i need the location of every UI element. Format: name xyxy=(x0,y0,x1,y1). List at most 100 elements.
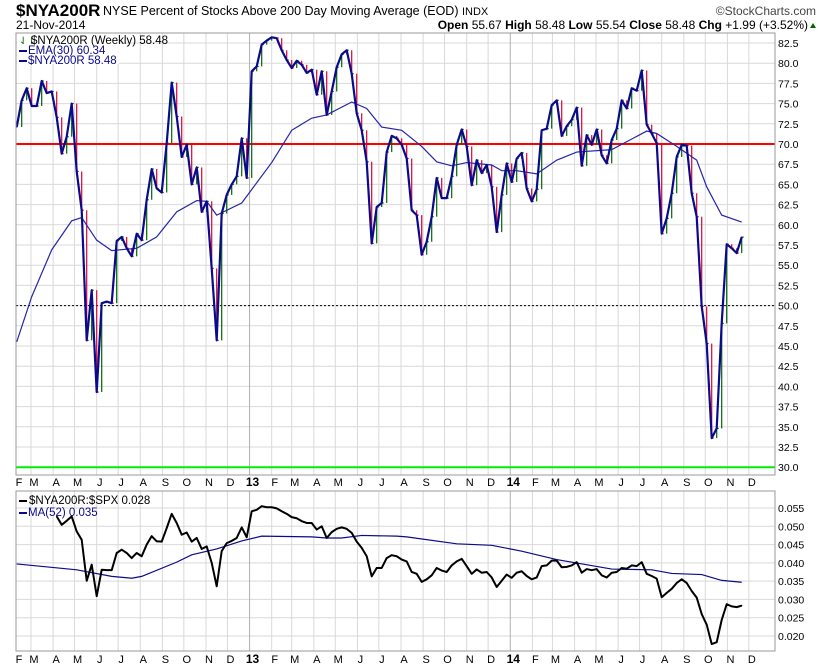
ratio-point xyxy=(351,532,353,534)
legend-ema: EMA(30) 60.34 xyxy=(28,45,106,57)
ratio-point xyxy=(141,555,143,557)
y-tick-label: 0.045 xyxy=(778,540,804,552)
x-tick-label: A xyxy=(52,477,60,489)
y-tick-label: 35.0 xyxy=(778,422,799,434)
low-label: Low xyxy=(568,18,593,32)
ratio-point xyxy=(556,560,558,562)
x-tick-label: F xyxy=(16,477,23,489)
x-tick-label: D xyxy=(487,477,495,489)
x-tick-label: M xyxy=(73,477,82,489)
close-point xyxy=(546,128,548,130)
close-point xyxy=(376,206,378,208)
ratio-point xyxy=(661,596,663,598)
y-tick-label: 0.050 xyxy=(778,521,804,533)
close-point xyxy=(216,339,218,341)
lower-legend: $NYA200R:$SPX 0.028 MA(52) 0.035 xyxy=(19,495,150,519)
ratio-point xyxy=(391,554,393,556)
close-point xyxy=(581,165,583,167)
ratio-point xyxy=(376,567,378,569)
ratio-point xyxy=(646,573,648,575)
y-tick-label: 47.5 xyxy=(778,321,799,333)
x-tick-label: A xyxy=(313,654,321,666)
close-point xyxy=(306,72,308,74)
ratio-point xyxy=(696,596,698,599)
close-point xyxy=(356,112,358,114)
close-point xyxy=(21,99,23,101)
close-point xyxy=(311,69,313,71)
x-tick-label: M xyxy=(594,477,603,489)
legend-close-swatch xyxy=(19,60,27,62)
close-point xyxy=(141,239,143,241)
x-tick-label: 13 xyxy=(246,475,260,489)
x-tick-label: M xyxy=(29,654,38,666)
ratio-point xyxy=(491,576,493,579)
ratio-point xyxy=(256,509,258,511)
ratio-point xyxy=(416,573,418,575)
x-tick-label: D xyxy=(226,654,234,666)
ratio-point xyxy=(176,522,178,524)
close-point xyxy=(316,94,318,96)
lower-panel-frame xyxy=(15,490,776,652)
ratio-point xyxy=(296,517,298,519)
x-tick-label: A xyxy=(574,654,582,666)
ratio-point xyxy=(531,578,533,580)
ratio-point xyxy=(121,549,123,551)
x-tick-label: J xyxy=(118,654,124,666)
close-point xyxy=(301,64,303,66)
x-tick-label: A xyxy=(313,477,321,489)
ratio-point xyxy=(631,564,633,567)
legend-ma: MA(52) 0.035 xyxy=(28,507,98,519)
legend-ratio-swatch xyxy=(19,500,27,502)
ratio-point xyxy=(411,571,413,573)
ratio-point xyxy=(101,569,103,571)
x-tick-label: 13 xyxy=(246,652,260,666)
y-tick-label: 45.0 xyxy=(778,341,799,353)
ratio-point xyxy=(651,575,653,577)
ratio-point xyxy=(211,562,213,564)
close-point xyxy=(526,187,528,190)
ratio-point xyxy=(146,543,148,546)
y-tick-label: 80.0 xyxy=(778,58,799,70)
y-tick-label: 62.5 xyxy=(778,200,799,212)
close-point xyxy=(501,194,503,196)
close-point xyxy=(651,132,653,135)
close-point xyxy=(51,90,53,93)
close-point xyxy=(511,181,513,183)
ratio-point xyxy=(71,515,73,518)
x-tick-label: S xyxy=(162,477,169,489)
x-tick-label: S xyxy=(162,654,169,666)
high-label: High xyxy=(505,18,532,32)
ratio-point xyxy=(206,545,208,547)
close-point xyxy=(706,342,708,345)
ratio-point xyxy=(581,572,583,574)
x-tick-label: F xyxy=(271,477,278,489)
close-point xyxy=(736,252,738,254)
ratio-point xyxy=(686,582,688,584)
close-point xyxy=(431,216,433,218)
close-point xyxy=(361,129,363,131)
close-point xyxy=(201,211,203,213)
ratio-point xyxy=(381,567,383,569)
close-point xyxy=(491,186,493,188)
ratio-point xyxy=(91,564,93,566)
close-point xyxy=(636,90,638,92)
close-point xyxy=(481,172,483,174)
ratio-point xyxy=(471,573,473,575)
close-point xyxy=(181,156,183,158)
close-point xyxy=(591,144,593,146)
close-point xyxy=(466,145,468,148)
y-tick-label: 0.035 xyxy=(778,576,804,588)
x-tick-label: O xyxy=(704,477,713,489)
ratio-point xyxy=(251,510,253,512)
y-tick-label: 37.5 xyxy=(778,402,799,414)
x-tick-label: F xyxy=(271,654,278,666)
close-point xyxy=(281,49,283,51)
close-point xyxy=(96,391,98,393)
y-tick-label: 60.0 xyxy=(778,220,799,232)
ratio-point xyxy=(421,581,423,583)
close-point xyxy=(401,144,403,146)
ratio-point xyxy=(301,520,303,522)
ratio-point xyxy=(56,515,58,518)
x-tick-label: A xyxy=(52,654,60,666)
exchange-text: INDX xyxy=(462,6,489,18)
